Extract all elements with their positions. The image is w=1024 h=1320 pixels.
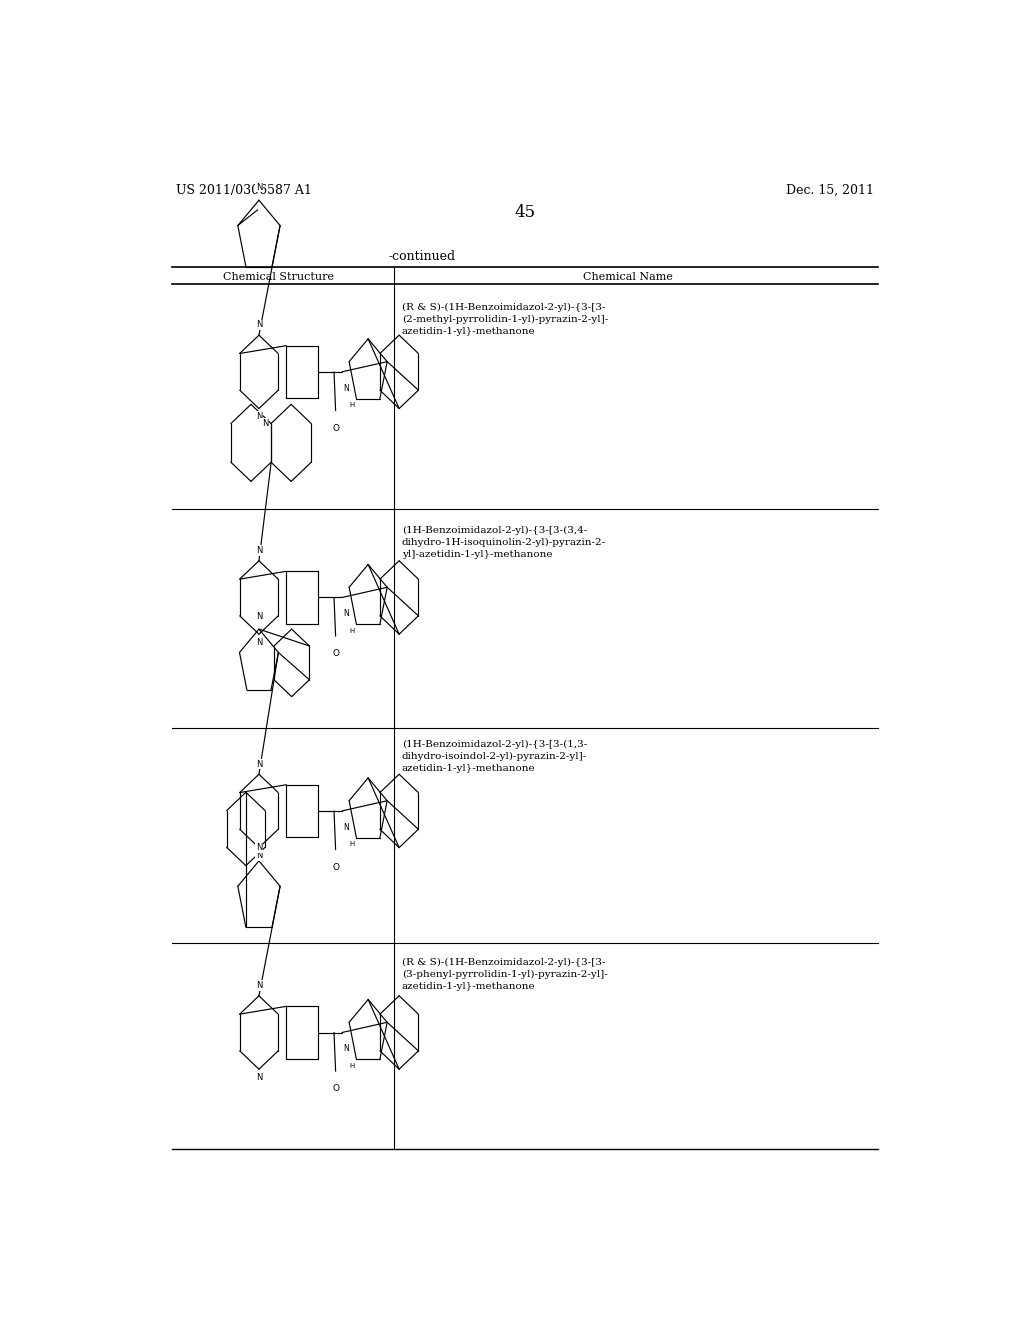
Text: O: O — [332, 649, 339, 659]
Text: N: N — [256, 759, 262, 768]
Text: N: N — [256, 412, 262, 421]
Text: N: N — [256, 981, 262, 990]
Text: N: N — [256, 611, 262, 620]
Text: 45: 45 — [514, 205, 536, 222]
Text: O: O — [332, 863, 339, 871]
Text: (1H-Benzoimidazol-2-yl)-{3-[3-(1,3-
dihydro-isoindol-2-yl)-pyrazin-2-yl]-
azetid: (1H-Benzoimidazol-2-yl)-{3-[3-(1,3- dihy… — [401, 739, 587, 772]
Text: H: H — [349, 403, 354, 408]
Text: (R & S)-(1H-Benzoimidazol-2-yl)-{3-[3-
(3-phenyl-pyrrolidin-1-yl)-pyrazin-2-yl]-: (R & S)-(1H-Benzoimidazol-2-yl)-{3-[3- (… — [401, 958, 607, 991]
Text: N: N — [343, 384, 349, 392]
Text: N: N — [256, 851, 262, 861]
Text: N: N — [256, 1073, 262, 1082]
Text: Chemical Structure: Chemical Structure — [223, 272, 334, 282]
Text: H: H — [349, 1063, 354, 1069]
Text: (1H-Benzoimidazol-2-yl)-{3-[3-(3,4-
dihydro-1H-isoquinolin-2-yl)-pyrazin-2-
yl]-: (1H-Benzoimidazol-2-yl)-{3-[3-(3,4- dihy… — [401, 527, 606, 560]
Text: N: N — [256, 843, 262, 853]
Text: N: N — [343, 1044, 349, 1053]
Text: N: N — [256, 182, 262, 191]
Text: (R & S)-(1H-Benzoimidazol-2-yl)-{3-[3-
(2-methyl-pyrrolidin-1-yl)-pyrazin-2-yl]-: (R & S)-(1H-Benzoimidazol-2-yl)-{3-[3- (… — [401, 302, 608, 335]
Text: H: H — [349, 841, 354, 847]
Text: Chemical Name: Chemical Name — [583, 272, 673, 282]
Text: N: N — [256, 321, 262, 330]
Text: O: O — [332, 1084, 339, 1093]
Text: Dec. 15, 2011: Dec. 15, 2011 — [786, 183, 873, 197]
Text: N: N — [343, 610, 349, 618]
Text: N: N — [256, 638, 262, 647]
Text: N: N — [262, 420, 268, 428]
Text: N: N — [343, 822, 349, 832]
Text: H: H — [349, 628, 354, 634]
Text: US 2011/0306587 A1: US 2011/0306587 A1 — [176, 183, 311, 197]
Text: O: O — [332, 424, 339, 433]
Text: N: N — [256, 546, 262, 556]
Text: -continued: -continued — [388, 249, 456, 263]
